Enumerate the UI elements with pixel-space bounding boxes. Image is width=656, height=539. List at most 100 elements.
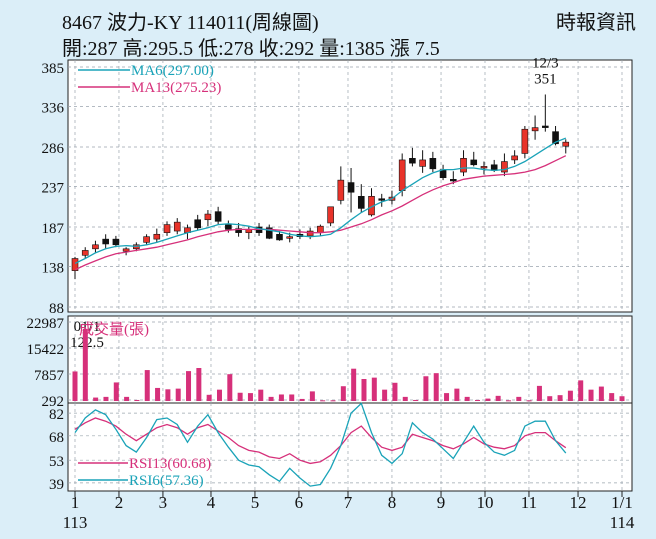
volume-bar bbox=[320, 400, 326, 402]
volume-bar bbox=[423, 376, 429, 401]
rsi-tick-label: 53 bbox=[49, 454, 64, 470]
volume-bar bbox=[495, 395, 501, 401]
volume-bar bbox=[206, 394, 212, 401]
volume-bar bbox=[444, 393, 450, 401]
candle-body bbox=[92, 244, 99, 250]
volume-bar bbox=[402, 396, 408, 401]
volume-bar bbox=[113, 382, 119, 401]
ma6-line bbox=[74, 137, 567, 264]
candle-body bbox=[470, 159, 478, 166]
candle-body bbox=[153, 233, 161, 240]
volume-bar bbox=[557, 395, 563, 401]
candle-body bbox=[429, 158, 437, 170]
candle-body bbox=[194, 219, 201, 229]
volume-bar bbox=[155, 387, 161, 401]
candle-body bbox=[265, 227, 273, 239]
price-stats: 開:287 高:295.5 低:278 收:292 量:1385 漲 7.5 bbox=[62, 38, 440, 60]
volume-bar bbox=[413, 399, 419, 401]
candle-body bbox=[531, 127, 539, 132]
price-tick-label: 385 bbox=[42, 61, 65, 77]
volume-bar bbox=[93, 397, 99, 401]
volume-bar bbox=[268, 396, 274, 401]
volume-bar bbox=[289, 394, 295, 401]
candle-body bbox=[398, 159, 406, 191]
candle-body bbox=[204, 213, 212, 221]
candle-body bbox=[286, 236, 294, 239]
volume-bar bbox=[351, 368, 357, 401]
rsi13-line bbox=[74, 417, 567, 465]
candle-body bbox=[460, 158, 467, 173]
volume-tick-label: 15422 bbox=[27, 342, 65, 358]
candle-body bbox=[102, 238, 109, 245]
candle-body bbox=[449, 179, 457, 182]
candle-body bbox=[501, 161, 508, 173]
rsi-tick-label: 68 bbox=[49, 430, 64, 446]
x-tick-label: 1 bbox=[71, 493, 80, 512]
volume-bar bbox=[371, 377, 377, 401]
volume-title: 成交量(張) bbox=[79, 320, 149, 338]
candle-body bbox=[552, 131, 559, 145]
price-tick-label: 286 bbox=[42, 141, 65, 157]
x-tick-label: 8 bbox=[388, 493, 397, 512]
header: 8467 波力-KY 114011(周線圖) 時報資訊 開:287 高:295.… bbox=[0, 0, 656, 60]
volume-bar bbox=[609, 393, 615, 401]
candle-body bbox=[306, 230, 314, 237]
volume-bar bbox=[237, 392, 243, 401]
candle-body bbox=[521, 128, 529, 154]
price-tick-label: 237 bbox=[42, 181, 65, 197]
candle-body bbox=[409, 158, 416, 164]
rsi-tick-label: 39 bbox=[49, 477, 64, 493]
legend-label-ma13: MA13(275.23) bbox=[131, 80, 221, 96]
ma13-line bbox=[74, 155, 567, 271]
volume-bar bbox=[299, 398, 305, 401]
candle-body bbox=[511, 155, 518, 161]
candle-body bbox=[378, 198, 386, 201]
candle-body bbox=[276, 233, 283, 241]
volume-bar bbox=[526, 400, 532, 402]
price-tick-label: 138 bbox=[42, 261, 65, 277]
volume-bar bbox=[567, 390, 573, 401]
x-tick-label: 10 bbox=[476, 493, 493, 512]
volume-bar bbox=[382, 389, 388, 401]
volume-panel bbox=[67, 315, 633, 404]
volume-bar bbox=[227, 374, 233, 401]
x-tick-label: 5 bbox=[251, 493, 260, 512]
legend-label-rsi6: RSI6(57.36) bbox=[129, 473, 204, 489]
volume-bar bbox=[330, 400, 336, 402]
volume-tick-label: 7857 bbox=[34, 368, 65, 384]
candle-body bbox=[81, 250, 89, 256]
volume-bar bbox=[216, 389, 222, 401]
x-tick-label: 1/1 bbox=[611, 493, 633, 512]
candle-body bbox=[112, 238, 120, 246]
candle-body bbox=[214, 211, 222, 222]
volume-bar bbox=[464, 396, 470, 401]
candle-body bbox=[480, 166, 488, 169]
volume-bar bbox=[536, 385, 542, 401]
volume-bar bbox=[72, 371, 78, 401]
volume-bar bbox=[619, 396, 625, 401]
volume-bar bbox=[258, 389, 264, 401]
price-tick-label: 336 bbox=[42, 101, 65, 117]
candle-body bbox=[347, 182, 355, 193]
rsi6-line bbox=[74, 402, 567, 487]
volume-bar bbox=[547, 396, 553, 401]
volume-bar bbox=[505, 400, 511, 402]
volume-bar bbox=[485, 398, 491, 401]
price-annotation: 351 bbox=[534, 71, 557, 87]
price-tick-label: 187 bbox=[42, 221, 65, 237]
volume-bar bbox=[588, 389, 594, 401]
candle-body bbox=[317, 225, 324, 233]
candle-body bbox=[235, 228, 242, 233]
volume-bar bbox=[454, 388, 460, 401]
volume-bar bbox=[103, 396, 109, 401]
volume-bar bbox=[124, 396, 130, 401]
candle-body bbox=[225, 224, 232, 230]
price-tick-label: 88 bbox=[49, 301, 64, 317]
volume-bar bbox=[475, 399, 481, 401]
volume-tick-label: 22987 bbox=[27, 316, 65, 332]
legend-label-rsi13: RSI13(60.68) bbox=[129, 456, 211, 472]
x-tick-label: 12 bbox=[570, 493, 587, 512]
volume-bar bbox=[309, 391, 315, 401]
candle-body bbox=[71, 258, 79, 271]
